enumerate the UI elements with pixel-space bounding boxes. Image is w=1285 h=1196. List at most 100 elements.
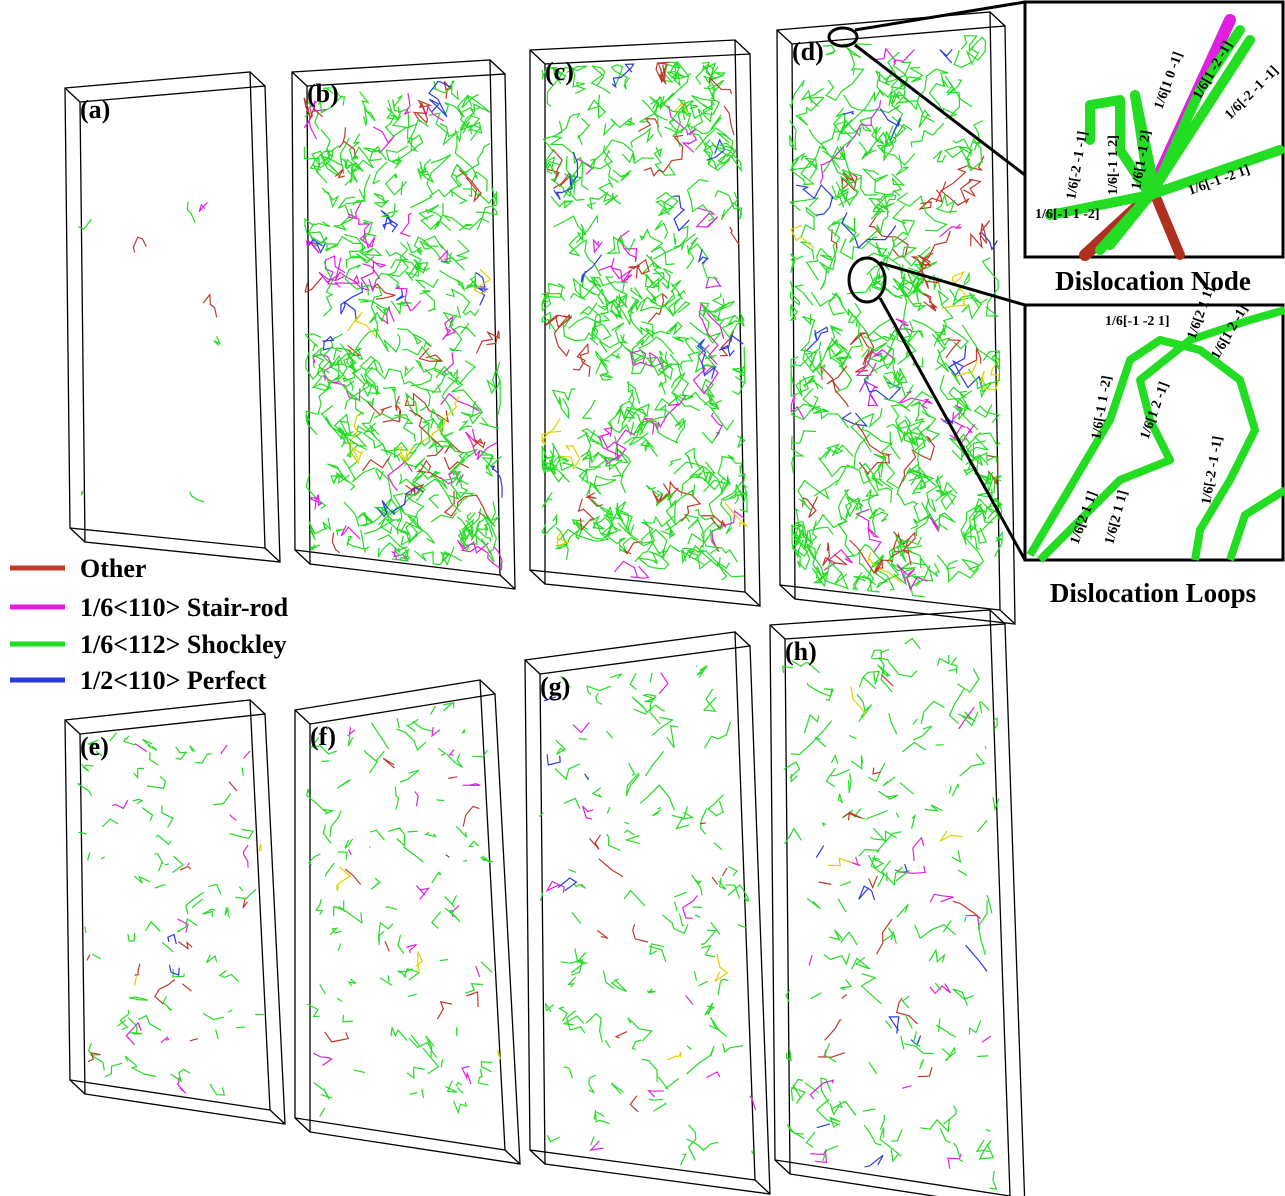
dislocation-line xyxy=(791,721,832,755)
dislocation-line xyxy=(186,892,204,914)
dislocation-line xyxy=(680,1154,685,1165)
dislocation-line xyxy=(325,1032,349,1042)
dislocation-line xyxy=(882,443,900,495)
dislocation-line xyxy=(445,491,489,520)
dislocation-line xyxy=(826,69,863,101)
dislocation-line xyxy=(825,1020,842,1040)
dislocation-line xyxy=(649,1091,664,1097)
dislocation-line xyxy=(625,822,629,824)
dislocation-line xyxy=(594,1110,609,1123)
dislocation-line xyxy=(825,1044,836,1062)
dislocation-line xyxy=(963,179,980,196)
dislocation-line xyxy=(216,1030,218,1039)
dislocation-line xyxy=(313,355,332,381)
dislocation-line xyxy=(313,1053,331,1066)
dislocation-line xyxy=(430,706,435,715)
figure: (a)(b)(c)(d)(e)(f)(g)(h) Other1/6<110> S… xyxy=(0,0,1285,1196)
dislocation-line xyxy=(134,768,144,777)
dislocation-line xyxy=(819,882,832,884)
dislocation-line xyxy=(163,996,172,1010)
dislocation-line xyxy=(331,475,349,483)
dislocation-line xyxy=(110,733,117,742)
box-edge xyxy=(480,680,495,694)
box-edge xyxy=(530,50,545,64)
dislocation-line xyxy=(383,758,394,768)
dislocation-line xyxy=(307,1004,320,1017)
dislocation-line xyxy=(791,281,800,305)
dislocation-line xyxy=(176,747,187,760)
dislocation-line xyxy=(571,964,583,973)
dislocation-line xyxy=(813,514,849,529)
legend-label: Other xyxy=(80,554,146,583)
dislocation-line xyxy=(591,1136,594,1145)
dislocation-line xyxy=(829,293,845,315)
dislocation-line xyxy=(578,118,590,144)
dislocation-line xyxy=(937,195,958,213)
dislocation-line xyxy=(544,114,580,174)
dislocation-line xyxy=(658,1077,679,1089)
dislocation-line xyxy=(901,1036,904,1050)
dislocation-line xyxy=(195,754,212,763)
dislocation-line xyxy=(416,279,438,289)
dislocation-line xyxy=(828,858,852,865)
dislocation-line xyxy=(467,513,476,521)
dislocation-line xyxy=(939,291,953,334)
dislocation-line xyxy=(199,202,207,211)
dislocation-line xyxy=(700,823,706,824)
dislocation-line xyxy=(842,995,847,999)
dislocation-line xyxy=(896,155,908,176)
dislocation-line xyxy=(388,828,404,846)
dislocation-line xyxy=(693,907,703,908)
dislocation-line xyxy=(586,1014,602,1042)
dislocation-line xyxy=(573,344,590,377)
dislocation-line xyxy=(796,97,823,125)
dislocation-line xyxy=(88,852,90,860)
dislocation-line xyxy=(809,955,812,966)
dislocation-line xyxy=(165,864,169,865)
dislocation-line xyxy=(432,872,441,883)
dislocation-line xyxy=(542,284,565,303)
dislocation-line xyxy=(705,1003,714,1016)
dislocation-line xyxy=(902,1086,911,1089)
dislocation-line xyxy=(659,673,668,694)
dislocation-line xyxy=(546,1003,554,1011)
dislocation-line xyxy=(952,850,961,862)
dislocation-line xyxy=(947,560,958,569)
dislocation-line xyxy=(714,843,722,850)
dislocation-line xyxy=(349,979,356,986)
dislocation-line xyxy=(961,36,977,51)
dislocation-line xyxy=(905,638,921,648)
panel-label: (c) xyxy=(545,57,574,86)
dislocation-line xyxy=(940,49,953,63)
dislocation-line xyxy=(487,362,500,393)
dislocation-line xyxy=(244,751,251,758)
dislocation-line xyxy=(235,889,256,898)
dislocation-line xyxy=(551,197,574,208)
dislocation-line xyxy=(481,856,494,863)
dislocation-line xyxy=(851,755,862,768)
box-edge xyxy=(990,12,1005,26)
dislocation-line xyxy=(415,792,418,807)
dislocation-line xyxy=(458,1088,464,1094)
dislocation-line xyxy=(408,994,417,996)
dislocation-line xyxy=(310,544,320,549)
dislocation-line xyxy=(888,237,907,255)
dislocation-line xyxy=(478,1069,488,1085)
dislocation-line xyxy=(398,935,404,954)
dislocation-line xyxy=(701,946,715,957)
dislocation-line xyxy=(444,240,469,263)
box-edge xyxy=(735,632,750,646)
dislocation-line xyxy=(479,417,499,428)
dislocation-line xyxy=(701,808,707,834)
dislocation-line xyxy=(830,1101,842,1115)
dislocation-line xyxy=(463,784,481,786)
dislocation-line xyxy=(386,174,407,195)
dislocation-line xyxy=(429,495,439,509)
dislocation-line xyxy=(345,381,364,415)
dislocation-line xyxy=(345,174,370,204)
dislocation-line xyxy=(841,932,858,945)
dislocation-line xyxy=(827,366,847,390)
dislocation-line xyxy=(606,731,612,738)
dislocation-line xyxy=(445,895,457,907)
dislocation-line xyxy=(403,847,423,862)
